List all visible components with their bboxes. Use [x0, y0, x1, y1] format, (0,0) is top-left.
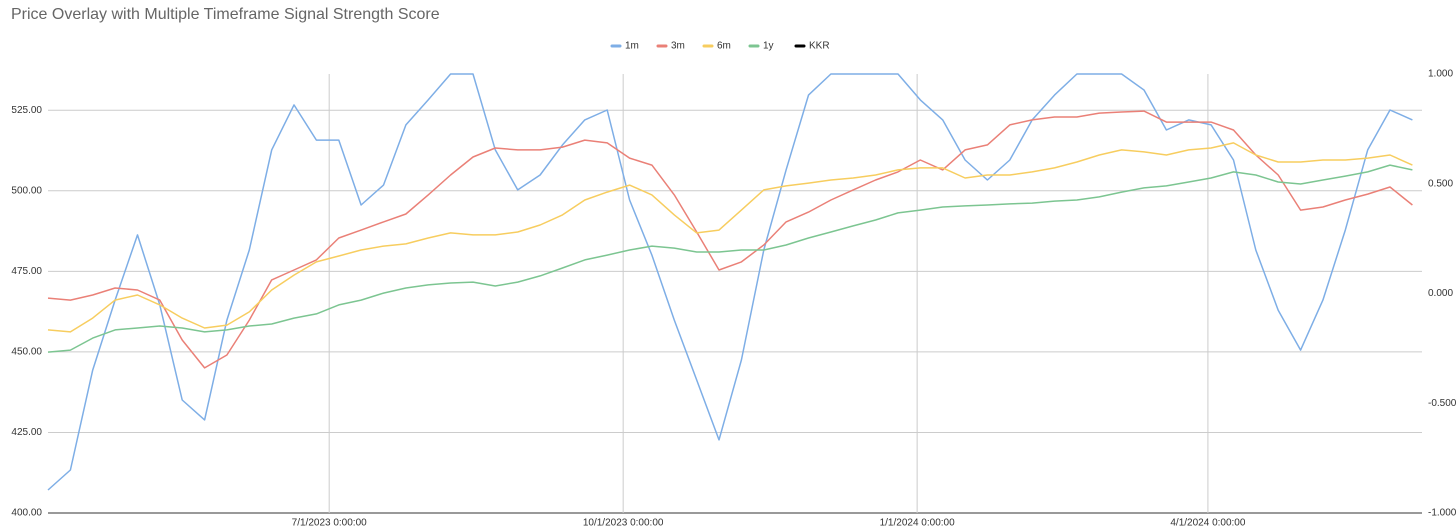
y-tick-label: 450.00	[11, 347, 42, 358]
legend-label: 3m	[671, 41, 685, 52]
x-tick-label: 7/1/2023 0:00:00	[292, 518, 368, 529]
data-line	[47, 110, 1413, 369]
y-tick-label: 400.00	[11, 508, 42, 519]
x-tick-label: 10/1/2023 0:00:00	[583, 518, 664, 529]
y2-tick-label: -1.000	[1428, 508, 1456, 519]
y-tick-label: 500.00	[11, 185, 42, 196]
y-tick-label: 475.00	[11, 266, 42, 277]
x-tick-label: 1/1/2024 0:00:00	[880, 518, 956, 529]
legend-label: 6m	[717, 41, 731, 52]
legend-label: 1m	[625, 41, 639, 52]
y2-tick-label: 1.000	[1428, 69, 1453, 80]
data-line	[47, 164, 1413, 353]
legend-label: 1y	[763, 41, 774, 52]
x-tick-label: 4/1/2024 0:00:00	[1170, 518, 1246, 529]
y2-tick-label: 0.000	[1428, 288, 1453, 299]
y-tick-label: 525.00	[11, 105, 42, 116]
y2-tick-label: 0.500	[1428, 178, 1453, 189]
y-tick-label: 425.00	[11, 427, 42, 438]
legend-label: KKR	[809, 41, 830, 52]
data-line	[47, 142, 1413, 333]
y2-tick-label: -0.500	[1428, 398, 1456, 409]
chart-title: Price Overlay with Multiple Timeframe Si…	[11, 6, 440, 23]
